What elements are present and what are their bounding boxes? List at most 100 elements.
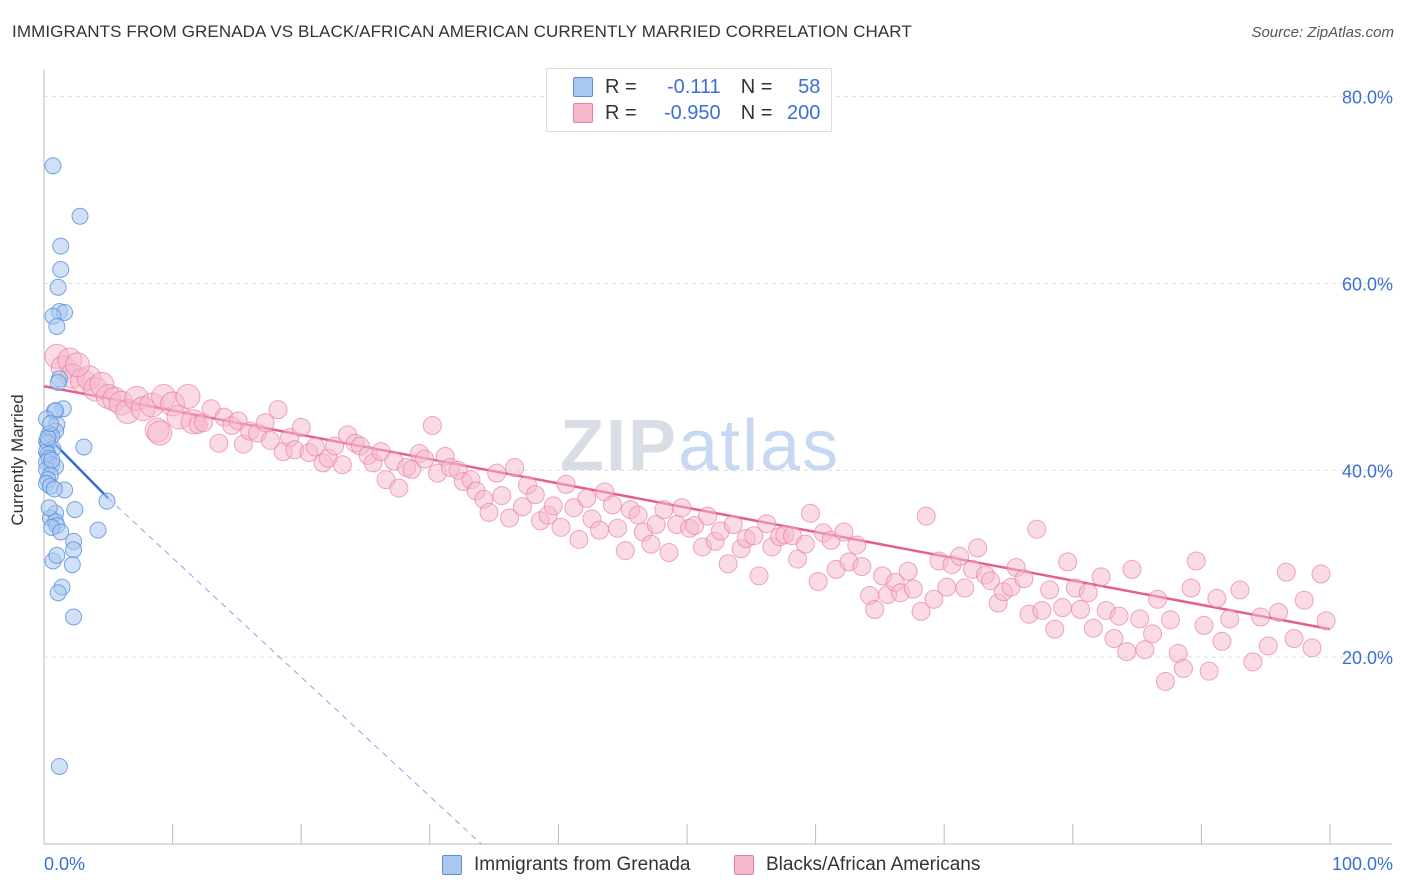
pink-point xyxy=(1181,578,1201,598)
pink-point xyxy=(608,518,628,538)
pink-point xyxy=(698,506,718,526)
pink-point xyxy=(646,515,666,535)
pink-point xyxy=(723,515,743,535)
blue-point xyxy=(65,541,83,559)
pink-point xyxy=(615,541,635,561)
pink-point xyxy=(1276,562,1296,582)
watermark-atlas: atlas xyxy=(678,406,841,486)
legend-r-label: R = xyxy=(605,101,637,124)
pink-point xyxy=(415,449,435,469)
pink-point xyxy=(847,535,867,555)
source-label: Source: ZipAtlas.com xyxy=(1251,24,1394,41)
blue-point xyxy=(49,374,67,392)
pink-point xyxy=(808,572,828,592)
pink-point xyxy=(659,543,679,563)
blue-point xyxy=(63,556,81,574)
pink-point xyxy=(1014,569,1034,589)
pink-point xyxy=(1148,589,1168,609)
pink-point xyxy=(718,554,738,574)
blue-point xyxy=(45,480,63,498)
pink-point xyxy=(1053,598,1073,618)
pink-point xyxy=(1311,564,1331,584)
pink-point xyxy=(64,352,90,378)
pink-point xyxy=(602,495,622,515)
pink-point xyxy=(641,534,661,554)
pink-point xyxy=(852,557,872,577)
pink-point xyxy=(543,496,563,516)
y-axis-label: Currently Married xyxy=(8,394,27,526)
pink-point xyxy=(1173,658,1193,678)
blue-point xyxy=(39,429,57,447)
pink-point xyxy=(175,384,201,410)
pink-point xyxy=(1135,640,1155,660)
pink-point xyxy=(332,455,352,475)
pink-point xyxy=(1155,671,1175,691)
y-tick-label: 80.0% xyxy=(1342,88,1393,108)
pink-point xyxy=(260,430,280,450)
pink-point xyxy=(788,549,808,569)
blue-point xyxy=(40,499,58,517)
pink-point xyxy=(371,442,391,462)
legend-row-blue: R = -0.111 N = 58 xyxy=(573,75,820,99)
pink-point xyxy=(1071,600,1091,620)
pink-point xyxy=(1251,607,1271,627)
pink-point xyxy=(1194,615,1214,635)
legend-n-label: N = xyxy=(740,101,773,124)
bottom-legend-label-blue: Immigrants from Grenada xyxy=(474,854,691,875)
pink-point xyxy=(1032,600,1052,620)
pink-point xyxy=(1027,519,1047,539)
blue-point xyxy=(41,415,59,433)
blue-point xyxy=(49,278,67,296)
pink-series-points xyxy=(44,343,1336,691)
bottom-legend-label-pink: Blacks/African Americans xyxy=(766,854,981,875)
pink-point xyxy=(479,502,499,522)
blue-point xyxy=(43,451,61,469)
pink-point xyxy=(551,517,571,537)
pink-point xyxy=(1212,631,1232,651)
pink-point xyxy=(525,485,545,505)
pink-point xyxy=(1122,559,1142,579)
blue-trend-extension xyxy=(107,497,482,845)
pink-point xyxy=(672,498,692,518)
blue-point xyxy=(52,523,70,541)
pink-point xyxy=(1294,590,1314,610)
pink-point xyxy=(1220,609,1240,629)
legend-swatch-pink xyxy=(573,103,593,123)
blue-point xyxy=(50,757,68,775)
y-tick-label: 60.0% xyxy=(1342,275,1393,295)
pink-point xyxy=(1091,567,1111,587)
pink-point xyxy=(1199,661,1219,681)
gridlines xyxy=(44,96,1392,658)
pink-point xyxy=(564,498,584,518)
pink-point xyxy=(1186,551,1206,571)
pink-point xyxy=(795,534,815,554)
pink-point xyxy=(834,522,854,542)
blue-point xyxy=(44,157,62,175)
pink-point xyxy=(268,400,288,420)
blue-point xyxy=(48,317,66,335)
pink-point xyxy=(1284,628,1304,648)
blue-point xyxy=(52,237,70,255)
pink-point xyxy=(1230,580,1250,600)
blue-series-points xyxy=(38,157,116,775)
blue-point xyxy=(49,584,67,602)
blue-point xyxy=(98,492,116,510)
x-tick-label: 100.0% xyxy=(1332,854,1393,874)
pink-point xyxy=(950,546,970,566)
pink-point xyxy=(1083,618,1103,638)
y-tick-label: 20.0% xyxy=(1342,648,1393,668)
legend-row-pink: R = -0.950 N = 200 xyxy=(573,101,820,125)
pink-point xyxy=(1058,552,1078,572)
blue-point xyxy=(89,521,107,539)
pink-point xyxy=(903,579,923,599)
pink-point xyxy=(492,486,512,506)
pink-point xyxy=(325,436,345,456)
pink-point xyxy=(402,459,422,479)
pink-point xyxy=(865,600,885,620)
pink-point xyxy=(1302,638,1322,658)
pink-point xyxy=(422,416,442,436)
stats-legend: R = -0.111 N = 58 R = -0.950 N = 200 xyxy=(546,68,832,132)
pink-point xyxy=(255,413,275,433)
y-tick-label: 40.0% xyxy=(1342,461,1393,481)
